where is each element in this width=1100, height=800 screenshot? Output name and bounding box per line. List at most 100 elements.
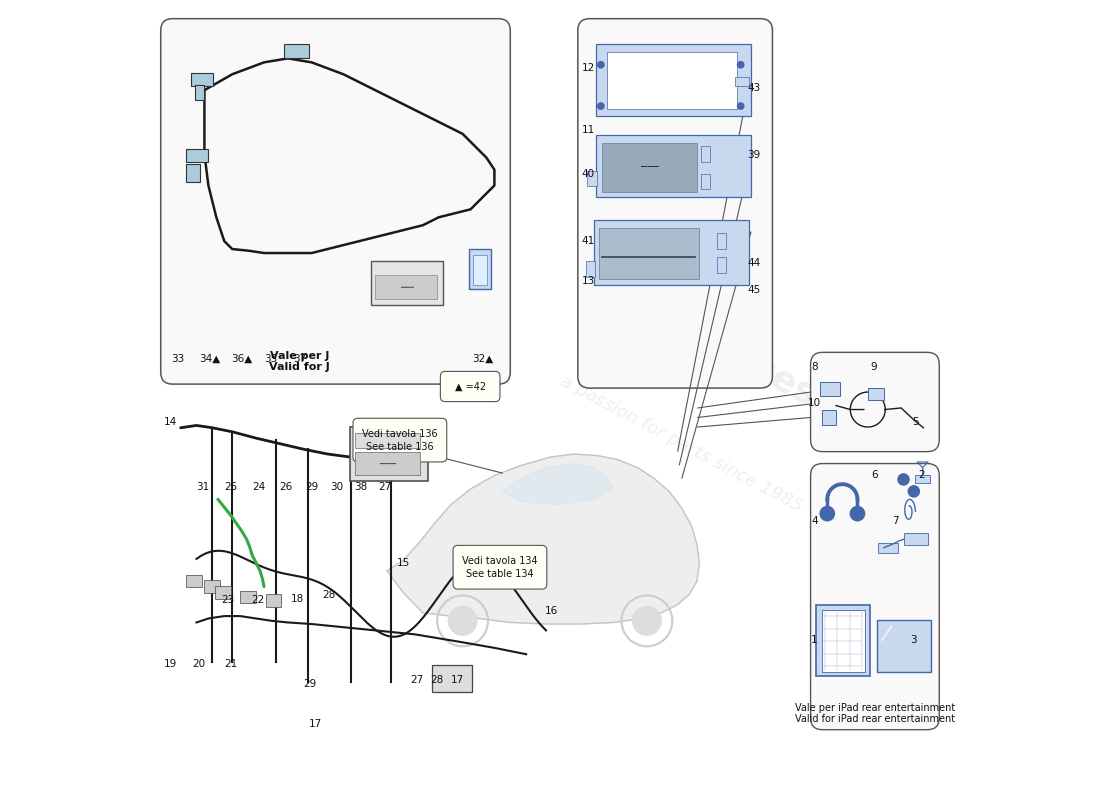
Text: 45: 45 (747, 286, 760, 295)
Text: 11: 11 (582, 125, 595, 135)
Circle shape (909, 486, 920, 497)
Text: 3: 3 (911, 635, 917, 645)
Text: 37: 37 (293, 354, 307, 364)
Polygon shape (503, 463, 614, 505)
Text: 24: 24 (252, 482, 265, 492)
FancyBboxPatch shape (191, 74, 213, 86)
Text: 40: 40 (582, 169, 595, 178)
FancyBboxPatch shape (214, 586, 231, 598)
FancyBboxPatch shape (717, 257, 726, 273)
Text: 23: 23 (221, 595, 235, 605)
FancyBboxPatch shape (186, 149, 208, 162)
Text: Vale per J
Valid for J: Vale per J Valid for J (270, 350, 330, 372)
Text: 17: 17 (309, 719, 322, 729)
FancyBboxPatch shape (432, 665, 472, 692)
FancyBboxPatch shape (822, 410, 836, 426)
FancyBboxPatch shape (161, 18, 510, 384)
FancyBboxPatch shape (904, 534, 928, 545)
FancyBboxPatch shape (600, 228, 698, 279)
Text: 13: 13 (582, 276, 595, 286)
Text: 15: 15 (396, 558, 409, 568)
FancyBboxPatch shape (602, 142, 697, 192)
Text: ━━━━: ━━━━ (378, 461, 396, 466)
Circle shape (737, 62, 744, 68)
FancyBboxPatch shape (195, 86, 205, 100)
Circle shape (821, 506, 835, 521)
FancyBboxPatch shape (240, 590, 256, 603)
FancyBboxPatch shape (353, 418, 447, 462)
Text: 27: 27 (378, 482, 392, 492)
Text: 20: 20 (192, 658, 206, 669)
FancyBboxPatch shape (607, 52, 737, 110)
FancyBboxPatch shape (587, 171, 597, 186)
FancyBboxPatch shape (596, 44, 751, 115)
Text: Vale per iPad rear entertainment
Valid for iPad rear entertainment: Vale per iPad rear entertainment Valid f… (795, 702, 955, 724)
FancyBboxPatch shape (372, 261, 442, 305)
Text: 28: 28 (430, 674, 443, 685)
Text: 34▲: 34▲ (199, 354, 221, 364)
FancyBboxPatch shape (821, 382, 840, 396)
Text: 17: 17 (450, 674, 464, 685)
FancyBboxPatch shape (186, 574, 202, 587)
Text: 12: 12 (582, 63, 595, 73)
FancyBboxPatch shape (717, 233, 726, 249)
Text: 4: 4 (811, 516, 818, 526)
Text: 32▲: 32▲ (472, 354, 493, 364)
FancyBboxPatch shape (354, 434, 420, 448)
Circle shape (597, 103, 604, 110)
Text: 25: 25 (224, 482, 238, 492)
FancyBboxPatch shape (586, 261, 595, 277)
FancyBboxPatch shape (915, 475, 930, 483)
Text: ━━━: ━━━ (400, 282, 414, 292)
FancyBboxPatch shape (816, 605, 870, 677)
Text: 41: 41 (582, 236, 595, 246)
Text: 14: 14 (164, 418, 177, 427)
Text: 36▲: 36▲ (231, 354, 252, 364)
Text: 10: 10 (808, 398, 821, 409)
FancyBboxPatch shape (868, 388, 883, 400)
Circle shape (850, 506, 865, 521)
FancyBboxPatch shape (375, 275, 437, 299)
Text: ━━━━━: ━━━━━ (640, 165, 659, 170)
FancyBboxPatch shape (453, 546, 547, 589)
Text: 44: 44 (747, 258, 760, 268)
Text: Vedi tavola 134
See table 134: Vedi tavola 134 See table 134 (462, 556, 538, 579)
FancyBboxPatch shape (265, 594, 282, 606)
Text: 29: 29 (304, 679, 317, 690)
Text: 31: 31 (196, 482, 209, 492)
FancyBboxPatch shape (701, 174, 711, 190)
Circle shape (737, 103, 744, 110)
Text: PartSources: PartSources (587, 267, 822, 414)
Circle shape (449, 606, 477, 635)
Text: 29: 29 (305, 482, 318, 492)
Text: a passion for parts since 1985: a passion for parts since 1985 (557, 372, 805, 515)
FancyBboxPatch shape (594, 220, 749, 285)
FancyBboxPatch shape (469, 249, 492, 289)
Text: 9: 9 (871, 362, 878, 372)
Text: 1: 1 (811, 635, 818, 645)
Polygon shape (387, 454, 700, 624)
Text: 19: 19 (164, 658, 177, 669)
FancyBboxPatch shape (811, 352, 939, 452)
Text: 26: 26 (279, 482, 293, 492)
Text: 43: 43 (747, 82, 760, 93)
FancyBboxPatch shape (473, 254, 487, 285)
FancyBboxPatch shape (735, 77, 749, 86)
Text: 28: 28 (322, 590, 335, 600)
Text: 38: 38 (354, 482, 367, 492)
Circle shape (898, 474, 909, 485)
FancyBboxPatch shape (205, 580, 220, 593)
Text: 21: 21 (224, 658, 238, 669)
Text: 39: 39 (747, 150, 760, 160)
Text: 35: 35 (264, 354, 277, 364)
Text: 22: 22 (251, 595, 264, 605)
Text: 2: 2 (918, 470, 925, 481)
Text: 18: 18 (290, 594, 304, 604)
FancyBboxPatch shape (701, 146, 711, 162)
FancyBboxPatch shape (578, 18, 772, 388)
Text: Vedi tavola 136
See table 136: Vedi tavola 136 See table 136 (362, 429, 438, 452)
FancyBboxPatch shape (596, 135, 751, 198)
Text: 16: 16 (544, 606, 558, 615)
FancyBboxPatch shape (354, 452, 420, 475)
Text: ▲ =42: ▲ =42 (454, 382, 486, 391)
